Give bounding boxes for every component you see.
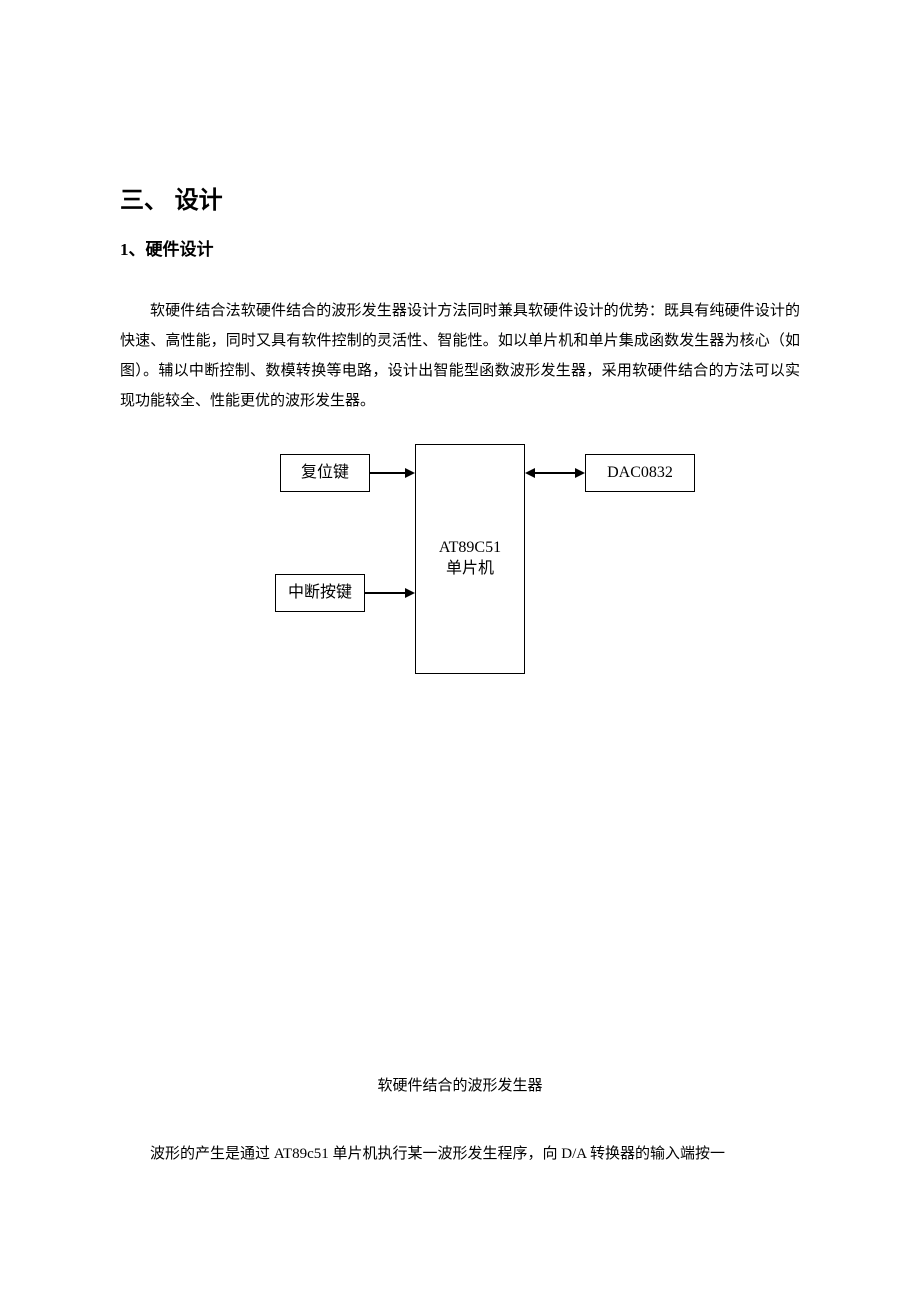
node-interrupt: 中断按键 [275, 574, 365, 612]
paragraph-body: 波形的产生是通过 AT89c51 单片机执行某一波形发生程序，向 D/A 转换器… [120, 1139, 800, 1169]
section-heading: 三、 设计 [120, 180, 800, 215]
edge-mcu-dac [535, 472, 575, 474]
edge-mcu-dac-head-left [525, 468, 535, 478]
paragraph-intro: 软硬件结合法软硬件结合的波形发生器设计方法同时兼具软硬件设计的优势：既具有纯硬件… [120, 296, 800, 416]
subsection-heading: 1、硬件设计 [120, 235, 800, 260]
node-reset: 复位键 [280, 454, 370, 492]
node-mcu: AT89C51 单片机 [415, 444, 525, 674]
node-dac-label: DAC0832 [607, 463, 673, 484]
edge-reset-mcu-head [405, 468, 415, 478]
node-mcu-label1: AT89C51 [439, 538, 501, 559]
node-interrupt-label: 中断按键 [288, 583, 352, 604]
edge-reset-mcu [370, 472, 406, 474]
node-dac: DAC0832 [585, 454, 695, 492]
edge-interrupt-mcu-head [405, 588, 415, 598]
block-diagram: 复位键 中断按键 AT89C51 单片机 DAC0832 [180, 444, 720, 724]
edge-mcu-dac-head-right [575, 468, 585, 478]
diagram-caption: 软硬件结合的波形发生器 [120, 1074, 800, 1095]
node-mcu-label2: 单片机 [446, 559, 494, 580]
edge-interrupt-mcu [365, 592, 405, 594]
node-reset-label: 复位键 [301, 463, 349, 484]
